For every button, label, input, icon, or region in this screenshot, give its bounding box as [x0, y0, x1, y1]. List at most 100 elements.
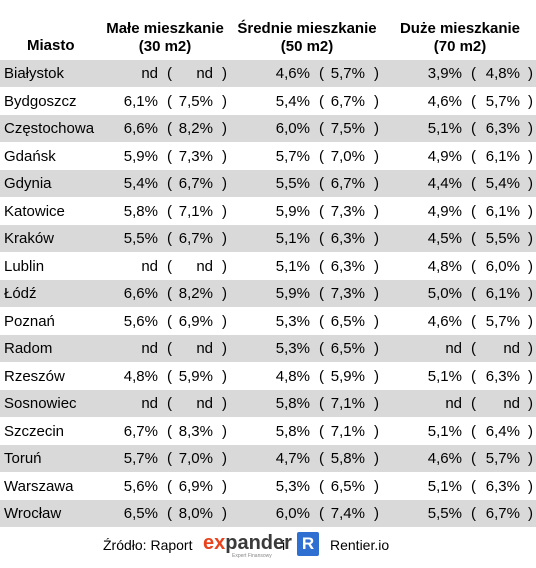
value-cell: 4,5% — [427, 230, 462, 247]
value-cell: 7,3% — [330, 202, 365, 220]
paren: ( — [167, 340, 172, 357]
value-cell: nd — [503, 395, 520, 412]
value-cell: 5,0% — [427, 285, 462, 302]
table-row: Wrocław 6,5% (8,0%) 6,0% (7,4%) 5,5% (6,7%) — [0, 500, 536, 528]
paren: ) — [222, 202, 227, 220]
city-cell: Toruń — [4, 450, 42, 467]
paren: ) — [374, 65, 379, 82]
paren: ) — [374, 505, 379, 522]
value-cell: 4,6% — [427, 312, 462, 330]
paren: ) — [528, 312, 533, 330]
value-cell: 5,5% — [427, 505, 462, 522]
paren: ( — [319, 175, 324, 192]
paren: ) — [374, 450, 379, 467]
paren: ( — [167, 505, 172, 522]
value-cell: 6,1% — [485, 202, 520, 220]
paren: ( — [319, 202, 324, 220]
paren: ) — [528, 477, 533, 495]
city-cell: Białystok — [4, 65, 65, 82]
value-cell: 5,3% — [275, 477, 310, 495]
paren: ) — [374, 312, 379, 330]
paren: ( — [471, 477, 476, 495]
table-row: Łódź 6,6% (8,2%) 5,9% (7,3%) 5,0% (6,1%) — [0, 280, 536, 308]
value-cell: 4,9% — [427, 202, 462, 220]
city-cell: Rzeszów — [4, 367, 65, 385]
paren: ( — [471, 120, 476, 137]
value-cell: 4,8% — [427, 257, 462, 275]
column-subtitle: (50 m2) — [280, 38, 334, 55]
paren: ) — [374, 340, 379, 357]
value-cell: nd — [141, 65, 158, 82]
value-cell: 5,7% — [330, 65, 365, 82]
paren: ) — [528, 285, 533, 302]
column-title: Małe mieszkanie — [106, 20, 224, 37]
source-label: Źródło: Raport — [103, 537, 193, 553]
city-cell: Częstochowa — [4, 120, 95, 137]
value-cell: 6,3% — [330, 230, 365, 247]
paren: ) — [528, 65, 533, 82]
paren: ( — [471, 257, 476, 275]
paren: ( — [471, 175, 476, 192]
value-cell: 5,4% — [275, 92, 310, 110]
value-cell: 6,7% — [178, 230, 213, 247]
paren: ) — [222, 477, 227, 495]
paren: ) — [528, 422, 533, 440]
table-row: Gdańsk 5,9% (7,3%) 5,7% (7,0%) 4,9% (6,1%) — [0, 143, 536, 171]
paren: ( — [319, 422, 324, 440]
header-city: Miasto — [27, 37, 75, 54]
paren: ( — [319, 147, 324, 165]
city-cell: Poznań — [4, 312, 55, 330]
paren: ( — [167, 230, 172, 247]
value-cell: 6,4% — [485, 422, 520, 440]
paren: ( — [471, 92, 476, 110]
city-cell: Kraków — [4, 230, 55, 247]
value-cell: 4,8% — [275, 367, 310, 385]
city-cell: Sosnowiec — [4, 395, 77, 412]
paren: ( — [471, 312, 476, 330]
paren: ( — [319, 120, 324, 137]
value-cell: 3,9% — [427, 65, 462, 82]
table-row: Radom nd (nd) 5,3% (6,5%) nd (nd) — [0, 335, 536, 363]
table-row: Częstochowa 6,6% (8,2%) 6,0% (7,5%) 5,1% (6,3%… — [0, 115, 536, 143]
paren: ( — [319, 395, 324, 412]
paren: ) — [374, 202, 379, 220]
value-cell: 5,1% — [427, 367, 462, 385]
paren: ) — [222, 147, 227, 165]
paren: ) — [374, 477, 379, 495]
city-cell: Gdańsk — [4, 147, 56, 165]
paren: ) — [222, 257, 227, 275]
paren: ) — [222, 450, 227, 467]
value-cell: nd — [445, 340, 462, 357]
value-cell: 6,7% — [330, 92, 365, 110]
table-row: Lublin nd (nd) 5,1% (6,3%) 4,8% (6,0%) — [0, 253, 536, 281]
table-row: Warszawa 5,6% (6,9%) 5,3% (6,5%) 5,1% (6,3%) — [0, 473, 536, 501]
paren: ) — [528, 367, 533, 385]
value-cell: nd — [196, 340, 213, 357]
value-cell: nd — [503, 340, 520, 357]
paren: ) — [374, 367, 379, 385]
value-cell: 6,5% — [330, 312, 365, 330]
paren: ( — [471, 147, 476, 165]
paren: ) — [528, 202, 533, 220]
value-cell: 5,9% — [275, 202, 310, 220]
paren: ( — [471, 505, 476, 522]
paren: ) — [374, 92, 379, 110]
value-cell: 7,0% — [178, 450, 213, 467]
expander-tagline: Expert Finansowy — [232, 553, 272, 559]
value-cell: 4,6% — [275, 65, 310, 82]
paren: ) — [528, 340, 533, 357]
value-cell: 6,1% — [485, 285, 520, 302]
value-cell: 6,7% — [178, 175, 213, 192]
paren: ( — [167, 202, 172, 220]
value-cell: 6,6% — [123, 285, 158, 302]
expander-logo: expander — [203, 532, 292, 555]
value-cell: nd — [141, 395, 158, 412]
rentier-logo: R — [297, 532, 319, 556]
value-cell: 4,7% — [275, 450, 310, 467]
table-row: Bydgoszcz 6,1% (7,5%) 5,4% (6,7%) 4,6% (5,7%) — [0, 88, 536, 116]
city-cell: Warszawa — [4, 477, 74, 495]
value-cell: 6,9% — [178, 312, 213, 330]
logo-part: e — [203, 532, 215, 554]
paren: ) — [528, 505, 533, 522]
